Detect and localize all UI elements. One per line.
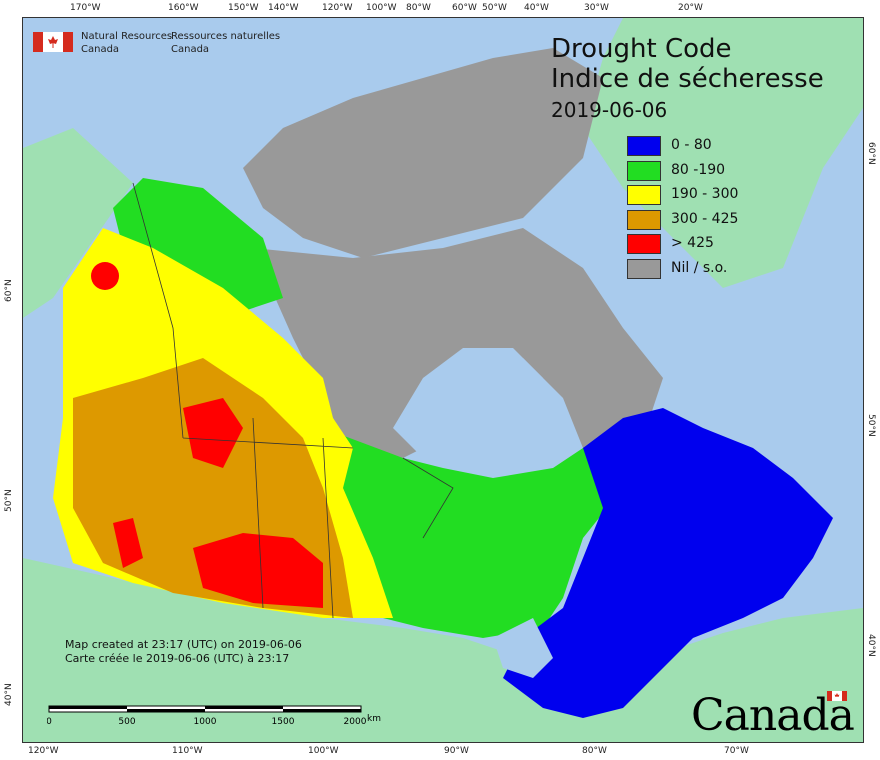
scale-label: 1500 <box>272 717 295 726</box>
map-title: Drought Code Indice de sécheresse 2019-0… <box>551 34 824 124</box>
graticule-top: 120°W <box>322 3 353 13</box>
graticule-left: 50°N <box>4 489 14 512</box>
graticule-top: 100°W <box>366 3 397 13</box>
title-date: 2019-06-06 <box>551 98 668 122</box>
title-line2: Indice de sécheresse <box>551 64 824 94</box>
red-patch-bc <box>113 518 143 568</box>
red-patch-sask <box>193 533 323 608</box>
graticule-bottom: 90°W <box>444 746 469 756</box>
scale-label: 500 <box>118 717 135 726</box>
graticule-top: 30°W <box>584 3 609 13</box>
map-credit: Map created at 23:17 (UTC) on 2019-06-06… <box>65 638 302 666</box>
graticule-top: 40°W <box>524 3 549 13</box>
scale-label: 2000 <box>344 717 367 726</box>
legend-label: 0 - 80 <box>671 137 712 153</box>
legend-label: > 425 <box>671 235 714 251</box>
canada-flag-icon <box>33 32 73 52</box>
north-nil <box>253 228 663 458</box>
title-line1: Drought Code <box>551 34 732 64</box>
graticule-bottom: 110°W <box>172 746 203 756</box>
legend-label: 80 -190 <box>671 161 726 178</box>
graticule-bottom: 120°W <box>28 746 59 756</box>
graticule-right: 40°N <box>866 634 876 657</box>
hudson-bay <box>393 348 553 468</box>
graticule-left: 40°N <box>4 683 14 706</box>
great-lakes <box>493 618 553 678</box>
scale-label: 1000 <box>194 717 217 726</box>
red-patch-yukon <box>91 262 119 290</box>
agency-fr-line1: Ressources naturelles <box>171 31 281 42</box>
legend-swatch <box>627 160 661 181</box>
scale-bar: 0 500 1000 1500 2000 km <box>46 704 381 727</box>
graticule-top: 20°W <box>678 3 703 13</box>
legend-swatch <box>627 209 661 230</box>
legend-swatch <box>627 258 661 279</box>
greenland-land <box>583 18 863 288</box>
alaska-land <box>23 128 133 318</box>
graticule-bottom: 100°W <box>308 746 339 756</box>
arctic-islands <box>243 48 603 258</box>
legend-label: 190 - 300 <box>671 186 739 202</box>
credit-fr: Carte créée le 2019-06-06 (UTC) à 23:17 <box>65 652 290 665</box>
scale-label: 0 <box>47 717 52 726</box>
credit-en: Map created at 23:17 (UTC) on 2019-06-06 <box>65 638 302 651</box>
graticule-left: 60°N <box>4 279 14 302</box>
legend-label: Nil / s.o. <box>671 259 728 276</box>
drought-map <box>23 18 863 742</box>
graticule-top: 160°W <box>168 3 199 13</box>
map-frame: Natural Resources Canada Ressources natu… <box>22 17 864 743</box>
graticule-bottom: 70°W <box>724 746 749 756</box>
red-patch-alberta <box>183 398 243 468</box>
graticule-top: 140°W <box>268 3 299 13</box>
legend-swatch <box>627 136 661 156</box>
legend-swatch <box>627 185 661 205</box>
legend-label: 300 - 425 <box>671 210 739 227</box>
scale-unit: km <box>367 714 381 724</box>
scale-bar-graphic: 0 500 1000 1500 2000 <box>46 705 367 727</box>
usa-land <box>23 558 863 742</box>
canada-wordmark: Canada <box>691 690 855 741</box>
graticule-top: 170°W <box>70 3 101 13</box>
graticule-right: 50°N <box>866 414 876 437</box>
graticule-bottom: 80°W <box>582 746 607 756</box>
east-blue <box>503 408 833 718</box>
graticule-top: 80°W <box>406 3 431 13</box>
agency-en-line2: Canada <box>81 44 120 55</box>
legend-swatch <box>627 234 661 254</box>
graticule-top: 150°W <box>228 3 259 13</box>
agency-fr-line2: Canada <box>171 44 210 55</box>
central-green <box>303 428 643 638</box>
graticule-top: 60°W <box>452 3 477 13</box>
agency-en-line1: Natural Resources <box>81 31 173 42</box>
province-borders <box>132 182 454 619</box>
graticule-right: 60°N <box>866 142 876 165</box>
graticule-top: 50°W <box>482 3 507 13</box>
wordmark-flag-icon <box>827 691 847 701</box>
